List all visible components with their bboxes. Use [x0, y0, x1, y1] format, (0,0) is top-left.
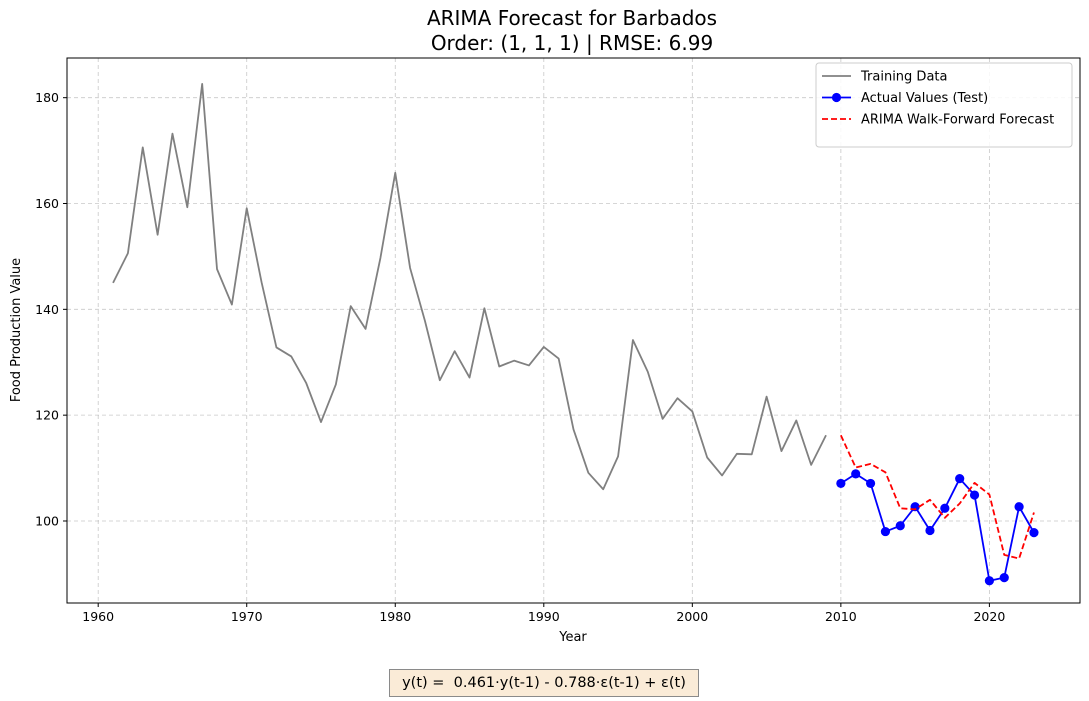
series-line-actual-values-test	[840, 472, 1035, 582]
legend: Training Data Actual Values (Test) ARIMA W…	[815, 62, 1073, 148]
x-tick-label: 1970	[231, 609, 263, 624]
y-tick-label: 160	[35, 196, 59, 211]
data-point	[1029, 528, 1039, 538]
y-tick-label: 180	[35, 90, 59, 105]
tick-layer: 1960 1970 1980 1990 2000 2010 2020 100 120 140 160…	[35, 90, 1005, 624]
series-line-arima-walk-forward-forecast	[840, 434, 1035, 560]
data-point	[895, 521, 905, 531]
grid-layer	[67, 58, 1080, 603]
series-line-training-data	[112, 83, 827, 491]
x-tick-label: 1990	[528, 609, 560, 624]
x-tick-label: 1980	[379, 609, 411, 624]
plot-frame	[66, 57, 1081, 604]
data-point	[955, 474, 965, 484]
series-layer	[112, 83, 1039, 586]
chart-subtitle: Order: (1, 1, 1) | RMSE: 6.99	[431, 31, 713, 55]
y-axis-label: Food Production Value	[9, 258, 24, 402]
data-point	[925, 525, 935, 536]
y-tick-label: 140	[35, 302, 59, 317]
data-point	[999, 573, 1009, 583]
data-point	[865, 478, 876, 489]
data-point	[969, 490, 980, 500]
x-axis-label: Year	[558, 630, 587, 645]
legend-frame	[815, 62, 1073, 148]
chart-title: ARIMA Forecast for Barbados	[427, 6, 717, 30]
data-point	[880, 526, 891, 537]
data-point	[836, 478, 846, 489]
data-point	[851, 469, 861, 479]
y-tick-label: 100	[35, 513, 59, 528]
legend-marker	[831, 92, 842, 103]
x-tick-label: 1960	[82, 609, 114, 624]
x-tick-label: 2010	[825, 609, 857, 624]
legend-label: ARIMA Walk-Forward Forecast	[861, 113, 1054, 128]
data-point	[940, 503, 950, 513]
y-tick-label: 120	[35, 408, 59, 423]
x-tick-label: 2000	[676, 609, 708, 624]
x-tick-label: 2020	[973, 609, 1005, 624]
legend-label: Actual Values (Test)	[861, 91, 988, 106]
model-equation: y(t) = 0.461·y(t-1) - 0.788·ε(t-1) + ε(t…	[389, 669, 699, 697]
data-point	[1014, 502, 1024, 512]
legend-label: Training Data	[860, 70, 947, 85]
data-point	[984, 576, 994, 586]
